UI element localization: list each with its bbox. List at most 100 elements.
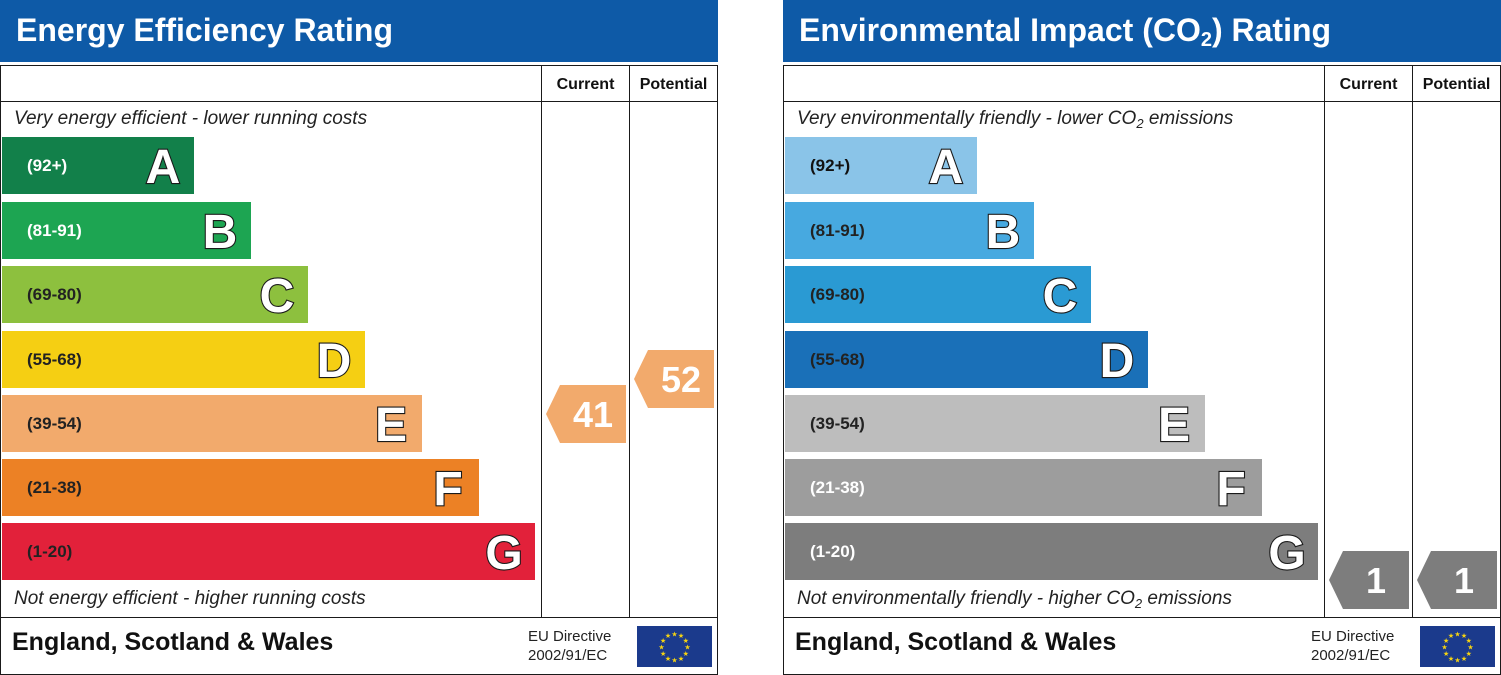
column-divider: [541, 65, 542, 618]
current-rating-arrow: 41: [546, 384, 626, 443]
eu-star-icon: ★: [1454, 631, 1460, 639]
footer-divider: [783, 617, 1501, 618]
eu-star-icon: ★: [1461, 632, 1467, 640]
svg-text:A: A: [929, 141, 964, 194]
column-current-header: Current: [1339, 76, 1398, 93]
eu-star-icon: ★: [1448, 632, 1454, 640]
rating-band-c: (69-80) C: [785, 266, 1091, 324]
eu-star-icon: ★: [1443, 650, 1449, 658]
band-range-label: (81-91): [810, 221, 865, 240]
column-divider: [629, 65, 630, 618]
region-label: England, Scotland & Wales: [12, 628, 334, 656]
band-range-label: (39-54): [810, 414, 865, 433]
rating-band-b: (81-91) B: [2, 202, 251, 260]
eu-star-icon: ★: [671, 657, 677, 665]
column-current-header: Current: [556, 76, 615, 93]
bottom-caption: Not environmentally friendly - higher CO…: [797, 588, 1232, 611]
region-label: England, Scotland & Wales: [795, 628, 1117, 656]
svg-text:C: C: [1043, 270, 1078, 323]
rating-band-g: (1-20) G: [785, 523, 1318, 581]
panel-title-bar: Environmental Impact (CO2) Rating: [783, 0, 1501, 62]
svg-text:52: 52: [661, 359, 701, 400]
svg-text:F: F: [1216, 463, 1245, 516]
rating-band-b: (81-91) B: [785, 202, 1034, 260]
band-letter: C: [252, 268, 302, 324]
band-letter: A: [138, 139, 188, 195]
eu-star-icon: ★: [684, 644, 690, 652]
eu-directive-text: EU Directive 2002/91/EC: [1311, 628, 1395, 664]
eu-star-icon: ★: [660, 650, 666, 658]
column-potential-header: Potential: [639, 76, 708, 93]
rating-band-a: (92+) A: [2, 137, 194, 195]
band-range-label: (55-68): [27, 350, 82, 369]
eu-star-icon: ★: [665, 655, 671, 663]
band-range-label: (55-68): [810, 350, 865, 369]
band-letter: F: [423, 461, 473, 517]
eu-star-icon: ★: [1461, 655, 1467, 663]
energy-efficiency-panel: Energy Efficiency Rating Current Potenti…: [0, 0, 718, 675]
eu-star-icon: ★: [678, 655, 684, 663]
top-caption: Very environmentally friendly - lower CO…: [797, 108, 1234, 131]
band-letter: A: [921, 139, 971, 195]
svg-text:B: B: [986, 206, 1021, 259]
svg-text:D: D: [1100, 335, 1135, 388]
eu-star-icon: ★: [1467, 644, 1473, 652]
band-letter: G: [479, 525, 529, 581]
eu-star-icon: ★: [683, 637, 689, 645]
eu-star-icon: ★: [660, 637, 666, 645]
band-range-label: (81-91): [27, 221, 82, 240]
band-range-label: (69-80): [27, 285, 82, 304]
rating-band-e: (39-54) E: [785, 395, 1205, 453]
svg-text:41: 41: [573, 394, 613, 435]
rating-band-f: (21-38) F: [2, 459, 479, 517]
eu-star-icon: ★: [1454, 657, 1460, 665]
eu-flag-icon: ★ ★ ★ ★ ★ ★ ★ ★ ★ ★ ★ ★: [637, 626, 712, 667]
rating-band-c: (69-80) C: [2, 266, 308, 324]
panel-title: Energy Efficiency Rating: [16, 12, 393, 48]
band-letter: E: [366, 397, 416, 453]
svg-text:G: G: [485, 527, 522, 580]
potential-rating-arrow: 52: [634, 349, 714, 408]
band-range-label: (1-20): [810, 542, 856, 561]
svg-text:E: E: [375, 399, 407, 452]
band-range-label: (92+): [810, 156, 851, 175]
band-range-label: (39-54): [27, 414, 82, 433]
svg-text:G: G: [1268, 527, 1305, 580]
band-letter: E: [1149, 397, 1199, 453]
svg-text:C: C: [260, 270, 295, 323]
svg-text:A: A: [146, 141, 181, 194]
band-range-label: (92+): [27, 156, 68, 175]
eu-star-icon: ★: [683, 650, 689, 658]
band-letter: B: [978, 204, 1028, 260]
eu-star-icon: ★: [658, 644, 664, 652]
band-letter: G: [1262, 525, 1312, 581]
eu-star-icon: ★: [1441, 644, 1447, 652]
svg-text:D: D: [317, 335, 352, 388]
band-letter: D: [309, 333, 359, 389]
rating-band-a: (92+) A: [785, 137, 977, 195]
eu-star-icon: ★: [1466, 637, 1472, 645]
band-range-label: (69-80): [810, 285, 865, 304]
potential-rating-arrow: 1: [1417, 551, 1497, 609]
rating-band-g: (1-20) G: [2, 523, 535, 581]
header-divider: [0, 101, 718, 102]
svg-text:E: E: [1158, 399, 1190, 452]
band-letter: F: [1206, 461, 1256, 517]
eu-star-icon: ★: [671, 631, 677, 639]
band-range-label: (21-38): [810, 478, 865, 497]
environmental-impact-panel: Environmental Impact (CO2) Rating Curren…: [783, 0, 1501, 675]
svg-text:F: F: [433, 463, 462, 516]
column-divider: [1324, 65, 1325, 618]
band-letter: D: [1092, 333, 1142, 389]
band-letter: C: [1035, 268, 1085, 324]
column-divider: [1412, 65, 1413, 618]
svg-text:B: B: [203, 206, 238, 259]
rating-band-e: (39-54) E: [2, 395, 422, 453]
eu-star-icon: ★: [1448, 655, 1454, 663]
header-divider: [783, 101, 1501, 102]
eu-star-icon: ★: [678, 632, 684, 640]
rating-band-d: (55-68) D: [785, 331, 1148, 389]
column-potential-header: Potential: [1422, 76, 1491, 93]
eu-star-icon: ★: [665, 632, 671, 640]
eu-star-icon: ★: [1443, 637, 1449, 645]
